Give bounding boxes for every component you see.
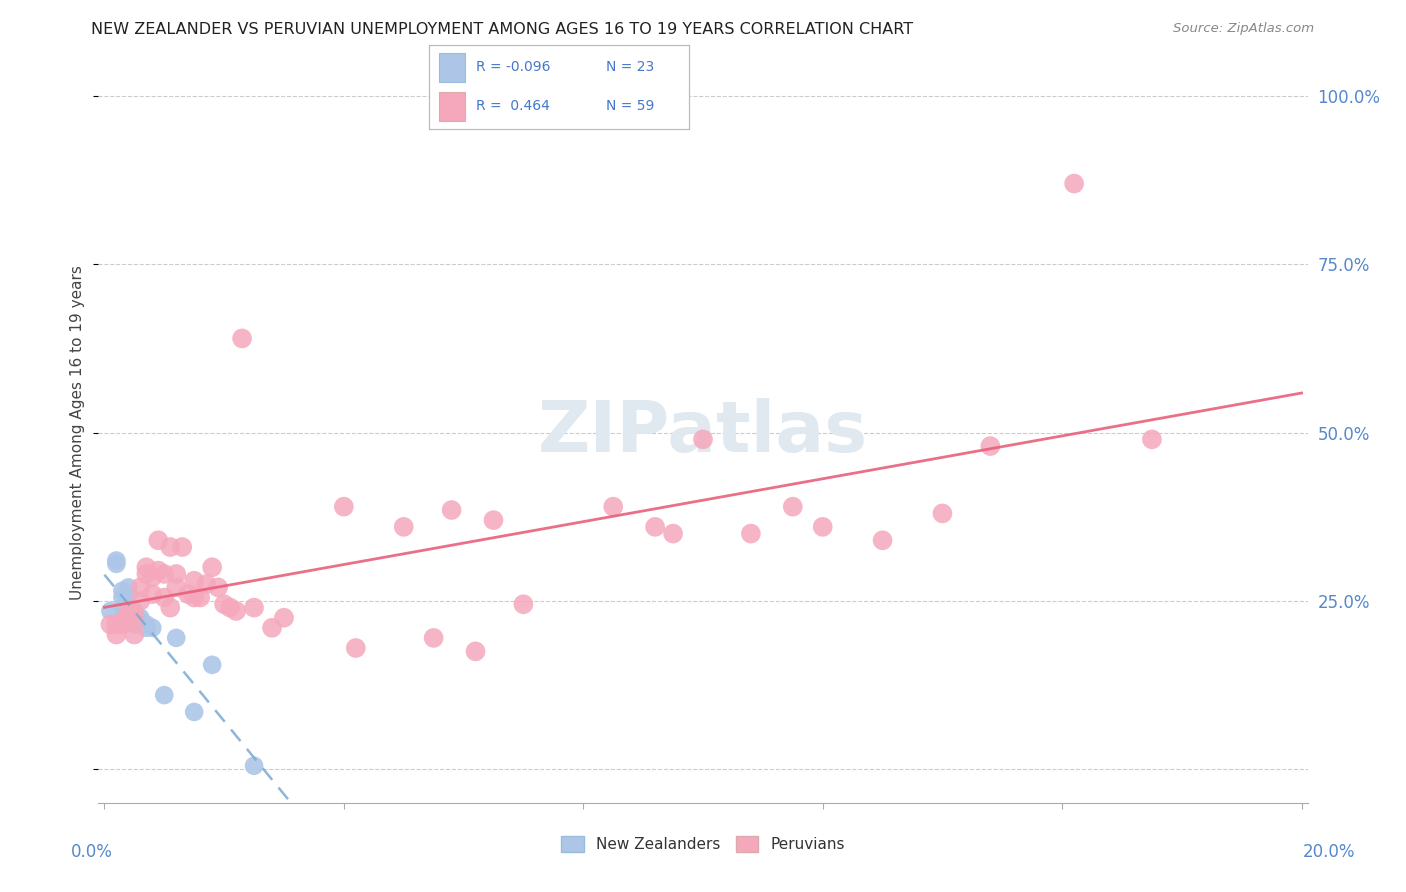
Point: [124, 617, 146, 632]
Text: N = 59: N = 59: [606, 100, 654, 113]
Point: [512, 597, 534, 611]
Point: [273, 610, 295, 624]
Point: [931, 507, 953, 521]
Point: [141, 570, 163, 584]
Point: [344, 640, 367, 655]
Point: [117, 581, 139, 595]
Point: [105, 627, 128, 641]
Point: [740, 526, 762, 541]
Point: [602, 500, 624, 514]
Point: [105, 557, 128, 571]
Point: [124, 607, 146, 622]
Point: [464, 644, 486, 658]
Point: [153, 566, 176, 581]
Point: [165, 631, 187, 645]
Point: [111, 614, 134, 628]
Point: [231, 331, 253, 345]
Text: NEW ZEALANDER VS PERUVIAN UNEMPLOYMENT AMONG AGES 16 TO 19 YEARS CORRELATION CHA: NEW ZEALANDER VS PERUVIAN UNEMPLOYMENT A…: [91, 22, 914, 37]
Point: [1063, 177, 1085, 191]
Point: [195, 577, 218, 591]
Point: [100, 604, 122, 618]
Point: [225, 604, 247, 618]
Point: [212, 597, 235, 611]
Point: [148, 564, 170, 578]
Point: [172, 540, 194, 554]
Point: [124, 607, 146, 622]
Point: [440, 503, 463, 517]
Point: [333, 500, 356, 514]
Point: [117, 587, 139, 601]
Point: [124, 604, 146, 618]
Point: [117, 604, 139, 618]
Text: 0.0%: 0.0%: [70, 843, 112, 861]
Point: [111, 591, 134, 605]
Point: [129, 610, 152, 624]
Point: [124, 614, 146, 628]
Point: [129, 594, 152, 608]
Point: [782, 500, 804, 514]
Point: [979, 439, 1001, 453]
Point: [124, 627, 146, 641]
Point: [392, 520, 415, 534]
Text: N = 23: N = 23: [606, 61, 654, 74]
Point: [124, 614, 146, 628]
Point: [141, 587, 163, 601]
Point: [117, 604, 139, 618]
Point: [129, 614, 152, 628]
Point: [159, 600, 181, 615]
Point: [183, 705, 205, 719]
Point: [422, 631, 444, 645]
Text: 20.0%: 20.0%: [1302, 843, 1355, 861]
Point: [482, 513, 505, 527]
Point: [135, 566, 157, 581]
Point: [692, 433, 714, 447]
Point: [201, 657, 224, 672]
Point: [159, 540, 181, 554]
Point: [183, 574, 205, 588]
Text: R =  0.464: R = 0.464: [475, 100, 550, 113]
Text: ZIPatlas: ZIPatlas: [538, 398, 868, 467]
Legend: New Zealanders, Peruvians: New Zealanders, Peruvians: [555, 830, 851, 858]
Point: [111, 617, 134, 632]
Point: [165, 566, 187, 581]
Point: [207, 581, 229, 595]
Point: [165, 581, 187, 595]
Point: [129, 581, 152, 595]
Text: Source: ZipAtlas.com: Source: ZipAtlas.com: [1174, 22, 1315, 36]
Text: R = -0.096: R = -0.096: [475, 61, 550, 74]
Point: [100, 617, 122, 632]
FancyBboxPatch shape: [439, 54, 465, 82]
Point: [183, 591, 205, 605]
Point: [260, 621, 283, 635]
Point: [243, 600, 266, 615]
Point: [141, 621, 163, 635]
Point: [105, 553, 128, 567]
Point: [811, 520, 834, 534]
Point: [111, 600, 134, 615]
Point: [135, 621, 157, 635]
Y-axis label: Unemployment Among Ages 16 to 19 years: Unemployment Among Ages 16 to 19 years: [70, 265, 86, 600]
Point: [135, 560, 157, 574]
Point: [243, 758, 266, 772]
Point: [105, 617, 128, 632]
FancyBboxPatch shape: [439, 92, 465, 120]
Point: [111, 583, 134, 598]
Point: [644, 520, 666, 534]
Point: [662, 526, 685, 541]
Point: [148, 533, 170, 548]
Point: [872, 533, 894, 548]
Point: [1140, 433, 1163, 447]
Point: [188, 591, 211, 605]
Point: [153, 591, 176, 605]
Point: [177, 587, 200, 601]
Point: [117, 610, 139, 624]
Point: [135, 617, 157, 632]
Point: [219, 600, 242, 615]
Point: [201, 560, 224, 574]
Point: [153, 688, 176, 702]
